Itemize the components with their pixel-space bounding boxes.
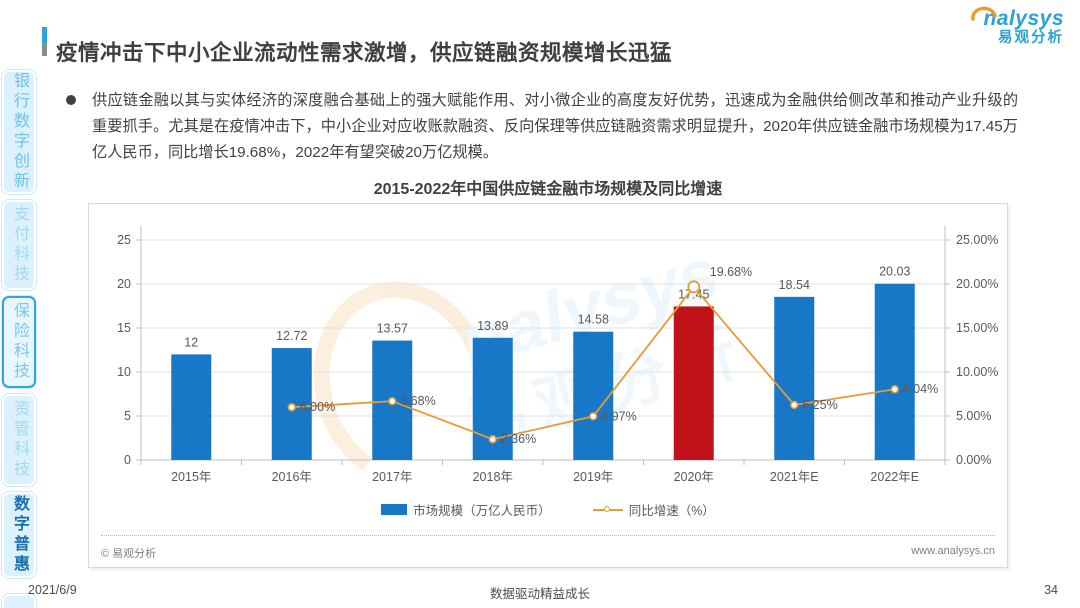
line-marker-2017年 [388,397,397,406]
bar-2015年 [171,354,212,460]
sidebar-tab-label: 支付科技 [11,205,28,285]
svg-text:14.58: 14.58 [578,313,609,327]
svg-text:20: 20 [117,277,131,291]
line-series [287,280,899,444]
copyright-label: © 易观分析 [101,548,157,560]
bar-2019年 [573,331,614,460]
sidebar-tab-label: 数字普惠 [11,495,28,575]
bar-2021年E [774,296,815,460]
svg-text:19.68%: 19.68% [710,265,752,279]
svg-text:10.00%: 10.00% [956,365,998,379]
bar-2022年E [874,283,915,460]
sidebar-tab-1[interactable]: 银行数字创新 [2,70,36,194]
line-marker-2022年E [890,385,899,394]
legend-line-marker-icon [592,505,623,512]
footer-page-number: 34 [1044,583,1058,597]
sidebar-tab-label: 银行数字创新 [11,72,28,192]
line-value-labels: 6.00% 6.68% 2.36% 4.97% 19.68% 6.25% 8.04% [300,265,938,446]
sidebar-tab-5[interactable]: 数字普惠 [2,492,36,578]
legend-label: 市场规模（万亿人民币） [413,504,551,518]
legend-bar-swatch-icon [381,504,408,515]
svg-text:5.00%: 5.00% [956,409,991,423]
svg-text:6.00%: 6.00% [300,400,335,414]
line-marker-2018年 [488,435,497,444]
page-title: 疫情冲击下中小企业流动性需求激增，供应链融资规模增长迅猛 [56,41,673,66]
logo-swoosh-icon [971,6,998,21]
chart-card-footer: © 易观分析 www.analysys.cn [101,535,995,561]
svg-text:15: 15 [117,321,131,335]
svg-text:25.00%: 25.00% [956,233,998,247]
sidebar-tab-4[interactable]: 资管科技 [2,394,36,486]
svg-text:15.00%: 15.00% [956,321,998,335]
svg-text:20.03: 20.03 [879,265,910,279]
svg-text:8.04%: 8.04% [903,382,938,396]
footer-slogan: 数据驱动精益成长 [489,587,590,601]
footer-date: 2021/6/9 [28,583,77,597]
svg-text:2022年E: 2022年E [870,470,919,484]
svg-text:12: 12 [184,335,198,349]
chart-title: 2015-2022年中国供应链金融市场规模及同比增速 [373,181,723,198]
market-scale-chart: nalysys易观分析05101520250.00%5.00%10.00%15.… [117,226,998,484]
bar-series [171,283,915,460]
svg-text:2019年: 2019年 [573,470,613,484]
svg-text:2020年: 2020年 [674,470,714,484]
line-marker-2020年 [687,280,701,294]
svg-text:2016年: 2016年 [272,470,312,484]
svg-text:2021年E: 2021年E [770,470,819,484]
bullet-icon [66,95,76,105]
title-accent-bar [42,27,47,56]
svg-text:12.72: 12.72 [276,329,307,343]
svg-text:13.57: 13.57 [377,322,408,336]
svg-text:18.54: 18.54 [779,278,810,292]
sidebar-tab-partial [2,594,36,608]
left-axis-labels: 0 5 10 15 20 25 [117,233,131,467]
bullet-text: 供应链金融以其与实体经济的深度融合基础上的强大赋能作用、对小微企业的高度友好优势… [92,92,1018,161]
svg-text:13.89: 13.89 [477,319,508,333]
sidebar-tab-2[interactable]: 支付科技 [2,200,36,290]
chart-axes [136,226,950,465]
line-marker-2019年 [589,412,598,421]
svg-text:2015年: 2015年 [171,470,211,484]
svg-text:5: 5 [124,409,131,423]
chart-card: nalysys易观分析05101520250.00%5.00%10.00%15.… [88,203,1008,568]
right-axis-labels: 0.00% 5.00% 10.00% 15.00% 20.00% 25.00% [956,233,998,467]
svg-text:6.25%: 6.25% [802,398,837,412]
analysys-logo: nalysys 易观分析 [946,6,1064,46]
line-marker-2016年 [287,403,296,412]
svg-text:20.00%: 20.00% [956,277,998,291]
svg-text:6.68%: 6.68% [400,394,435,408]
svg-text:4.97%: 4.97% [601,409,636,423]
bullet-item: 供应链金融以其与实体经济的深度融合基础上的强大赋能作用、对小微企业的高度友好优势… [66,88,1018,166]
line-marker-2021年E [790,400,799,410]
sidebar-tab-label: 资管科技 [11,400,28,480]
website-link[interactable]: www.analysys.cn [911,545,995,557]
legend-item-scale: 市场规模（万亿人民币） [381,500,551,519]
svg-text:0: 0 [124,453,131,467]
svg-text:2017年: 2017年 [372,470,412,484]
svg-text:2018年: 2018年 [473,470,513,484]
logo-chinese-name: 易观分析 [998,30,1064,46]
svg-text:25: 25 [117,233,131,247]
logo-wordmark: nalysys [971,6,1064,29]
svg-text:2.36%: 2.36% [501,432,536,446]
sidebar-tab-label: 保险科技 [11,302,28,382]
bar-2020年 [673,306,714,460]
x-axis-labels: 2015年 2016年 2017年 2018年 2019年 2020年 2021年E 2022… [171,470,919,484]
legend-item-growth: 同比增速（%） [592,500,715,519]
chart-legend: 市场规模（万亿人民币） 同比增速（%） [89,500,1007,519]
sidebar-tab-3[interactable]: 保险科技 [2,296,36,388]
legend-label: 同比增速（%） [628,504,715,518]
svg-text:10: 10 [117,365,131,379]
svg-text:0.00%: 0.00% [956,453,991,467]
